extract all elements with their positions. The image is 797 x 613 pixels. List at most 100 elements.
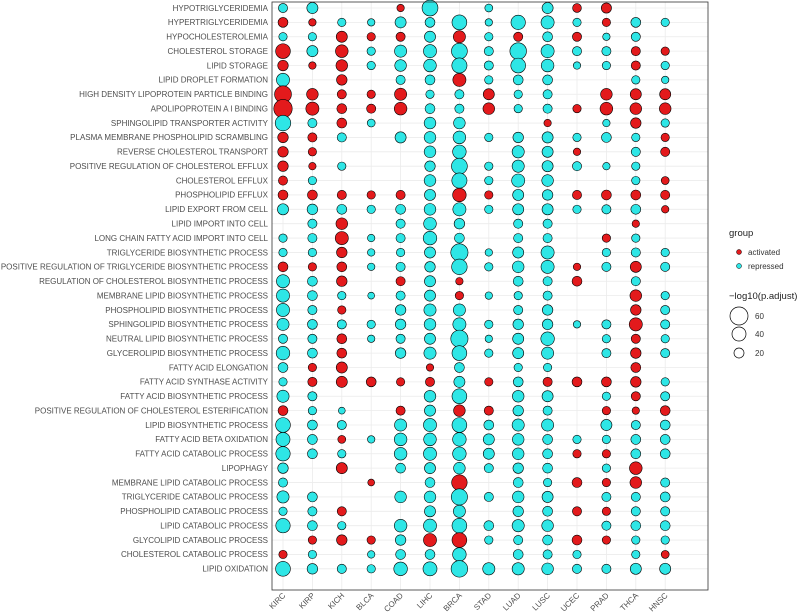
point-repressed <box>453 303 466 317</box>
point-activated <box>631 406 640 415</box>
point-repressed <box>307 32 317 42</box>
point-repressed <box>451 14 468 31</box>
y-tick-label: REVERSE CHOLESTEROL TRANSPORT <box>117 148 268 157</box>
point-repressed <box>452 446 467 461</box>
point-repressed <box>541 418 554 432</box>
y-tick-label: HYPOCHOLESTEROLEMIA <box>166 33 268 42</box>
point-repressed <box>337 17 347 27</box>
point-repressed <box>542 89 553 100</box>
point-repressed <box>513 535 524 545</box>
point-repressed <box>542 405 553 416</box>
point-activated <box>453 404 466 417</box>
point-repressed <box>367 234 376 243</box>
point-repressed <box>337 449 347 459</box>
y-tick-label: PLASMA MEMBRANE PHOSPHOLIPID SCRAMBLING <box>70 133 268 142</box>
point-repressed <box>630 247 641 258</box>
y-tick-label: LIPID CATABOLIC PROCESS <box>160 521 268 530</box>
y-tick-label: CHOLESTEROL CATABOLIC PROCESS <box>121 550 268 559</box>
y-tick-label: LIPID BIOSYNTHETIC PROCESS <box>145 421 268 430</box>
point-activated <box>572 31 582 42</box>
point-repressed <box>274 114 292 132</box>
x-tick-label: BLCA <box>354 591 376 613</box>
y-tick-label: TRIGLYCERIDE CATABOLIC PROCESS <box>122 493 268 502</box>
point-activated <box>482 88 495 101</box>
point-repressed <box>511 159 525 173</box>
point-repressed <box>542 189 554 201</box>
point-repressed <box>454 362 465 373</box>
point-repressed <box>660 261 671 272</box>
point-repressed <box>393 561 408 576</box>
y-tick-label: PHOSPHOLIPID CATABOLIC PROCESS <box>120 507 268 516</box>
point-activated <box>337 435 347 444</box>
point-repressed <box>484 262 494 272</box>
point-repressed <box>512 203 525 216</box>
point-repressed <box>513 218 524 229</box>
point-repressed <box>572 132 582 142</box>
point-repressed <box>276 303 290 317</box>
point-activated <box>630 376 642 388</box>
point-repressed <box>572 61 582 70</box>
point-repressed <box>543 478 553 488</box>
point-repressed <box>660 319 671 330</box>
point-activated <box>335 44 349 58</box>
point-activated <box>630 362 642 373</box>
point-activated <box>367 478 375 487</box>
point-repressed <box>631 75 641 85</box>
point-repressed <box>278 247 288 257</box>
point-repressed <box>423 318 437 331</box>
point-activated <box>308 61 317 70</box>
point-repressed <box>542 276 553 287</box>
y-tick-label: LIPID DROPLET FORMATION <box>159 76 269 85</box>
point-repressed <box>631 535 641 545</box>
legend-size-40-circle <box>731 326 747 342</box>
point-repressed <box>453 116 466 130</box>
point-repressed <box>395 534 407 546</box>
point-activated <box>278 549 288 559</box>
point-repressed <box>394 131 407 144</box>
point-repressed <box>306 2 319 14</box>
point-activated <box>307 376 318 387</box>
point-repressed <box>424 160 436 172</box>
y-tick-label: NEUTRAL LIPID BIOSYNTHETIC PROCESS <box>106 335 268 344</box>
point-repressed <box>630 420 641 430</box>
point-repressed <box>277 203 289 216</box>
point-activated <box>336 190 347 200</box>
point-repressed <box>424 404 436 417</box>
point-repressed <box>660 305 671 315</box>
point-activated <box>337 305 347 315</box>
point-repressed <box>366 118 376 128</box>
point-repressed <box>512 447 525 460</box>
point-repressed <box>424 505 436 518</box>
point-repressed <box>366 319 376 329</box>
point-activated <box>335 217 348 230</box>
point-repressed <box>276 317 290 331</box>
point-repressed <box>513 363 523 372</box>
point-repressed <box>601 247 611 257</box>
point-repressed <box>395 304 407 316</box>
point-repressed <box>424 477 436 488</box>
point-activated <box>394 87 407 101</box>
legend-repressed-swatch <box>736 263 742 269</box>
point-activated <box>572 3 582 13</box>
point-activated <box>336 347 348 359</box>
point-repressed <box>483 520 495 531</box>
point-repressed <box>513 89 523 99</box>
point-repressed <box>424 549 436 560</box>
y-tick-label: TRIGLYCERIDE BIOSYNTHETIC PROCESS <box>107 248 268 257</box>
point-activated <box>659 88 672 101</box>
point-repressed <box>421 0 439 17</box>
point-repressed <box>367 550 376 559</box>
point-activated <box>277 59 289 72</box>
point-repressed <box>542 462 553 474</box>
point-repressed <box>307 333 318 344</box>
x-tick-label: KICH <box>326 591 346 611</box>
point-repressed <box>424 289 436 302</box>
point-activated <box>452 73 467 87</box>
y-tick-label: LIPID OXIDATION <box>202 565 268 574</box>
point-repressed <box>542 534 553 546</box>
point-repressed <box>454 232 465 244</box>
point-repressed <box>660 61 670 71</box>
point-repressed <box>482 562 496 576</box>
y-tick-label: MEMBRANE LIPID BIOSYNTHETIC PROCESS <box>97 291 268 300</box>
point-repressed <box>572 434 582 444</box>
